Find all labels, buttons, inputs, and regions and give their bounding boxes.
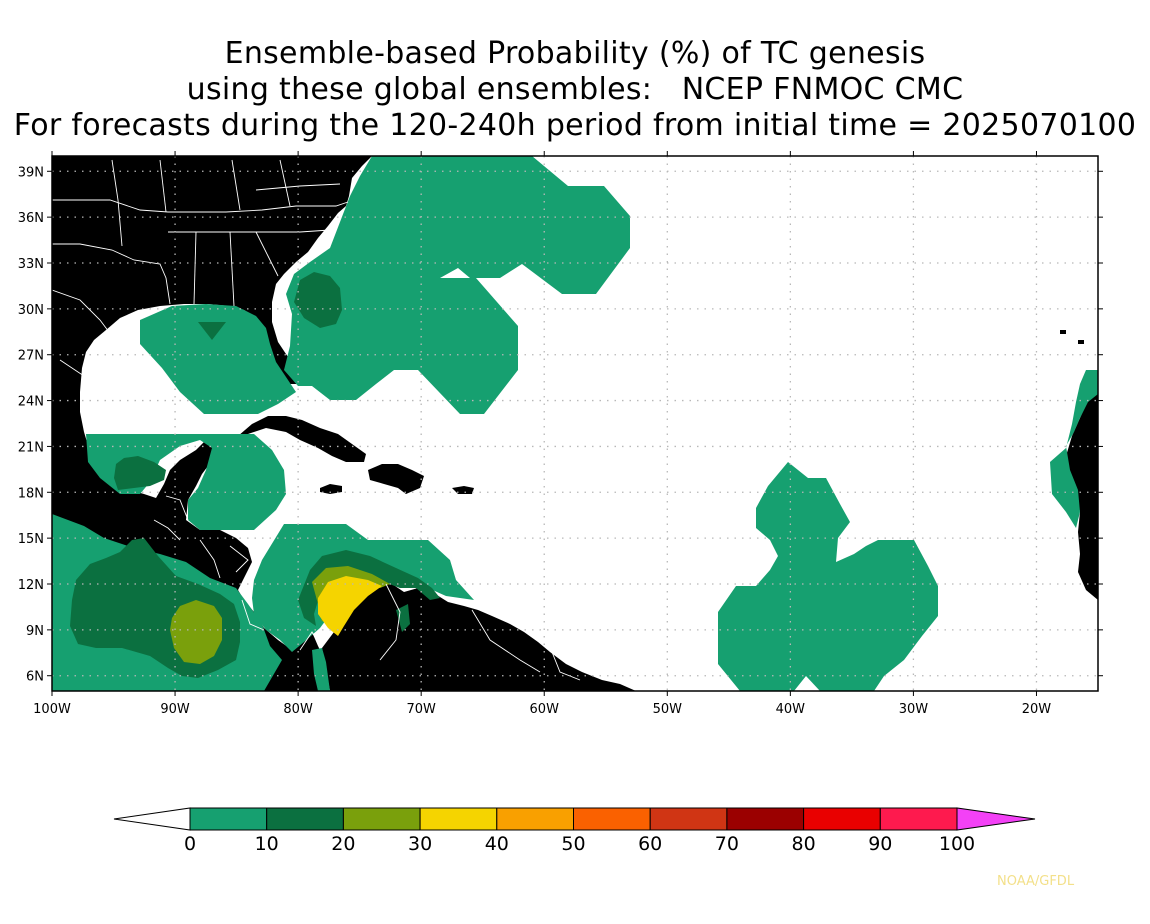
- cuba-island: [238, 416, 366, 462]
- lon-tick-label: 80W: [283, 702, 313, 717]
- title-line-2: using these global ensembles: NCEP FNMOC…: [186, 72, 964, 107]
- lon-tick-label: 100W: [33, 702, 71, 717]
- latitude-labels: 6N 9N 12N 15N 18N 21N 24N 27N 30N 33N 36N 39N: [18, 165, 44, 684]
- lat-tick-label: 33N: [18, 257, 44, 272]
- lat-tick-label: 21N: [18, 440, 44, 455]
- credit-label: NOAA/GFDL: [997, 874, 1075, 889]
- lat-tick-label: 24N: [18, 395, 44, 410]
- lon-tick-label: 50W: [653, 702, 683, 717]
- longitude-labels: 100W 90W 80W 70W 60W 50W 40W 30W 20W: [33, 702, 1051, 717]
- title-line-3: For forecasts during the 120-240h period…: [13, 108, 1137, 143]
- lat-tick-label: 6N: [26, 670, 44, 685]
- axis-ticks: [47, 151, 1103, 696]
- lon-tick-label: 20W: [1022, 702, 1052, 717]
- lat-tick-label: 39N: [18, 165, 44, 180]
- lat-tick-label: 36N: [18, 211, 44, 226]
- probability-shading: [52, 156, 1098, 691]
- lat-tick-label: 30N: [18, 303, 44, 318]
- lon-tick-label: 30W: [899, 702, 929, 717]
- lat-tick-label: 15N: [18, 532, 44, 547]
- political-borders: [52, 156, 581, 681]
- colorbar-segment: [419, 807, 498, 831]
- colorbar-segment: [649, 807, 728, 831]
- colorbar-label: 70: [715, 833, 739, 855]
- lat-tick-label: 9N: [26, 624, 44, 639]
- colorbar: 0 10 20 30 40 50 60 70 80 90 100: [113, 807, 1036, 855]
- colorbar-segment: [573, 807, 651, 831]
- colorbar-label: 60: [638, 833, 662, 855]
- map-frame: [51, 155, 1099, 692]
- hispaniola-island: [368, 464, 424, 494]
- africa-landmass: [1066, 380, 1098, 600]
- colorbar-under-arrow: [113, 807, 191, 831]
- probability-20-30: [170, 566, 390, 664]
- colorbar-segment: [803, 807, 881, 831]
- lon-tick-label: 40W: [776, 702, 806, 717]
- colorbar-label: 100: [939, 833, 975, 855]
- colorbar-label: 40: [485, 833, 509, 855]
- colorbar-label: 10: [255, 833, 279, 855]
- map-plot-area: [52, 156, 1098, 691]
- colorbar-label: 30: [408, 833, 432, 855]
- colorbar-segment: [342, 807, 421, 831]
- colorbar-label: 50: [561, 833, 585, 855]
- lon-tick-label: 70W: [406, 702, 436, 717]
- colorbar-segment: [879, 807, 958, 831]
- probability-30-40: [318, 576, 382, 636]
- colorbar-label: 20: [331, 833, 355, 855]
- lat-tick-label: 18N: [18, 486, 44, 501]
- title-line-1: Ensemble-based Probability (%) of TC gen…: [224, 36, 926, 71]
- colorbar-segment: [496, 807, 574, 831]
- colorbar-over-arrow: [956, 807, 1036, 831]
- lon-tick-label: 60W: [530, 702, 560, 717]
- colorbar-segment: [189, 807, 268, 831]
- colorbar-label: 0: [184, 833, 196, 855]
- jamaica-island: [320, 484, 342, 494]
- lat-tick-label: 12N: [18, 578, 44, 593]
- lon-tick-label: 90W: [160, 702, 190, 717]
- colorbar-label: 80: [792, 833, 816, 855]
- colorbar-segment: [726, 807, 805, 831]
- lat-tick-label: 27N: [18, 349, 44, 364]
- canary-islands: [1060, 330, 1084, 344]
- colorbar-segment: [266, 807, 344, 831]
- colorbar-label: 90: [868, 833, 892, 855]
